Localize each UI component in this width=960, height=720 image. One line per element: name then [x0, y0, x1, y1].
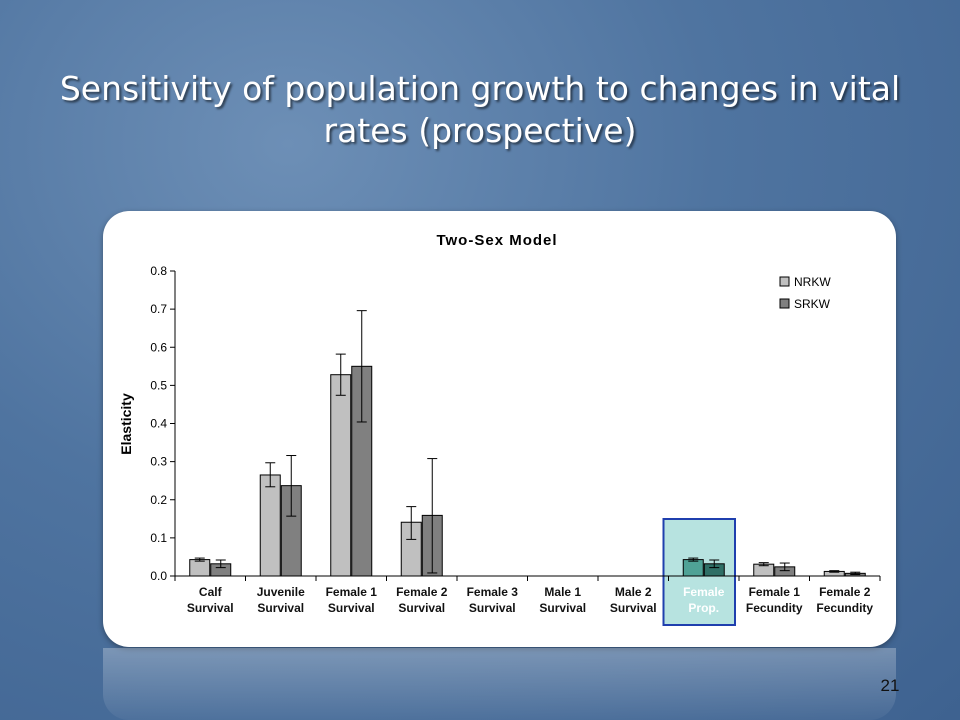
y-tick-label: 0.4	[150, 417, 167, 431]
x-tick-label: Female 1	[326, 585, 378, 599]
y-tick-label: 0.2	[150, 493, 167, 507]
x-tick-label: Female 2	[819, 585, 871, 599]
slide-title: Sensitivity of population growth to chan…	[59, 69, 901, 150]
bar-nrkw	[259, 474, 281, 577]
x-tick-label: Female 2	[396, 585, 448, 599]
x-tick-label: Prop.	[688, 601, 719, 615]
legend-label-srkw: SRKW	[794, 297, 831, 311]
x-tick-label: Male 1	[544, 585, 581, 599]
bar-nrkw	[330, 374, 352, 577]
x-tick-label: Fecundity	[746, 601, 803, 615]
legend-swatch-srkw	[779, 298, 790, 309]
page-number: 21	[880, 676, 900, 695]
x-tick-label: Survival	[398, 601, 445, 615]
x-tick-label: Female 3	[467, 585, 519, 599]
x-tick-label: Survival	[469, 601, 516, 615]
x-tick-label: Calf	[199, 585, 223, 599]
legend-label-nrkw: NRKW	[794, 275, 831, 289]
bar-nrkw	[682, 559, 704, 577]
chart-title: Two-Sex Model	[436, 232, 557, 249]
x-tick-label: Female 1	[749, 585, 801, 599]
y-tick-label: 0.5	[150, 378, 167, 392]
y-tick-label: 0.0	[150, 569, 167, 583]
y-tick-label: 0.6	[150, 340, 167, 354]
legend-swatch-nrkw	[779, 276, 790, 287]
x-tick-label: Juvenile	[257, 585, 305, 599]
x-tick-label: Female	[683, 585, 725, 599]
y-tick-label: 0.8	[150, 264, 167, 278]
x-tick-label: Survival	[539, 601, 586, 615]
y-tick-label: 0.1	[150, 531, 167, 545]
x-tick-label: Survival	[257, 601, 304, 615]
x-tick-label: Survival	[328, 601, 375, 615]
y-tick-label: 0.7	[150, 302, 167, 316]
y-tick-label: 0.3	[150, 455, 167, 469]
x-tick-label: Survival	[610, 601, 657, 615]
chart-reflection	[103, 648, 896, 720]
bar-nrkw	[189, 559, 211, 577]
x-tick-label: Fecundity	[816, 601, 873, 615]
x-tick-label: Male 2	[615, 585, 652, 599]
y-axis-label: Elasticity	[118, 393, 134, 455]
x-tick-label: Survival	[187, 601, 234, 615]
